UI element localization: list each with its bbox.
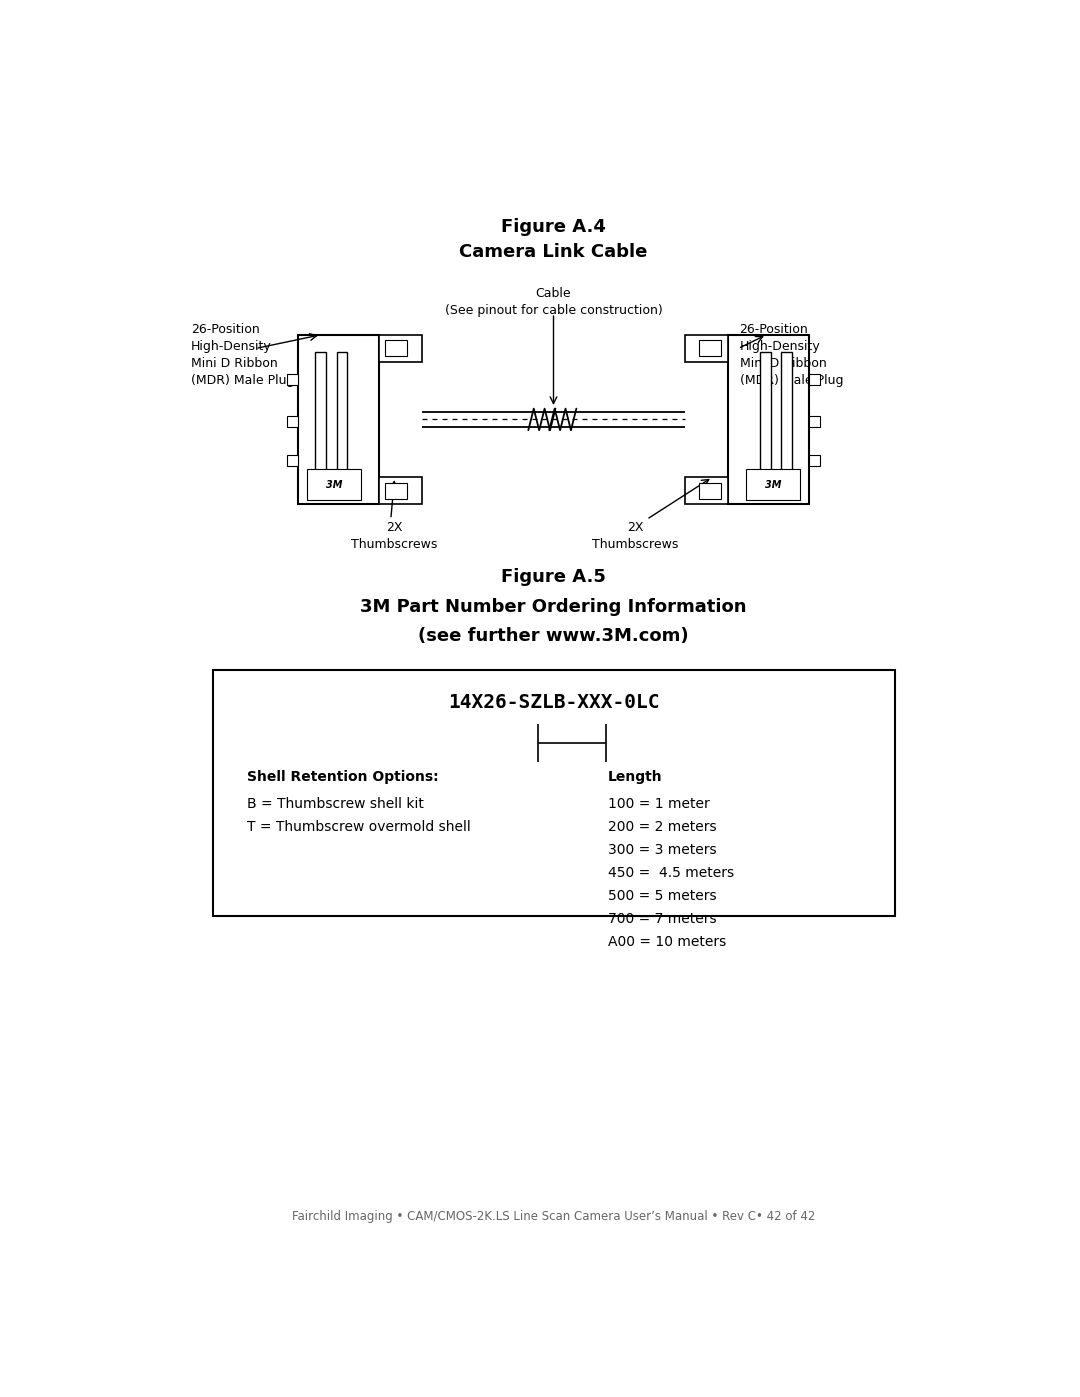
Bar (287, 416, 298, 427)
Bar (213, 669, 894, 916)
Bar (287, 374, 298, 384)
Text: 3M: 3M (765, 481, 781, 490)
Text: 700 = 7 meters: 700 = 7 meters (608, 912, 716, 926)
Text: 200 = 2 meters: 200 = 2 meters (608, 820, 716, 834)
Text: 500 = 5 meters: 500 = 5 meters (608, 888, 716, 902)
Bar (386, 339, 407, 356)
Text: Camera Link Cable: Camera Link Cable (459, 243, 648, 261)
Text: A00 = 10 meters: A00 = 10 meters (608, 936, 726, 950)
Bar (307, 469, 362, 500)
Bar (728, 335, 809, 504)
Text: 26-Position
High-Density
Mini D Ribbon
(MDR) Male Plug: 26-Position High-Density Mini D Ribbon (… (191, 323, 294, 387)
Bar (379, 478, 422, 504)
Text: Figure A.4: Figure A.4 (501, 218, 606, 236)
Bar (809, 416, 820, 427)
Bar (287, 455, 298, 465)
Bar (685, 335, 728, 362)
Bar (699, 339, 721, 356)
Bar (298, 335, 379, 504)
Text: Shell Retention Options:: Shell Retention Options: (247, 770, 438, 784)
Text: 3M Part Number Ordering Information: 3M Part Number Ordering Information (361, 598, 746, 616)
Text: 450 =  4.5 meters: 450 = 4.5 meters (608, 866, 734, 880)
Text: 2X
Thumbscrews: 2X Thumbscrews (592, 521, 678, 550)
Bar (379, 335, 422, 362)
Text: (see further www.3M.com): (see further www.3M.com) (418, 627, 689, 645)
Text: Cable
(See pinout for cable construction): Cable (See pinout for cable construction… (445, 286, 662, 317)
Bar (759, 352, 770, 488)
Text: 26-Position
High-Density
Mini D Ribbon
(MDR) Male Plug: 26-Position High-Density Mini D Ribbon (… (740, 323, 843, 387)
Bar (386, 482, 407, 499)
Bar (699, 482, 721, 499)
Text: B = Thumbscrew shell kit: B = Thumbscrew shell kit (247, 796, 424, 810)
Text: Length: Length (608, 770, 662, 784)
Bar (809, 374, 820, 384)
Text: Fairchild Imaging • CAM/CMOS-2K.LS Line Scan Camera User’s Manual • Rev C• 42 of: Fairchild Imaging • CAM/CMOS-2K.LS Line … (292, 1210, 815, 1222)
Bar (809, 455, 820, 465)
Text: 300 = 3 meters: 300 = 3 meters (608, 842, 716, 856)
Bar (781, 352, 793, 488)
Bar (685, 478, 728, 504)
Bar (314, 352, 326, 488)
Text: 3M: 3M (326, 481, 342, 490)
Bar (745, 469, 800, 500)
Text: Figure A.5: Figure A.5 (501, 569, 606, 587)
Text: 2X
Thumbscrews: 2X Thumbscrews (351, 521, 437, 550)
Text: T = Thumbscrew overmold shell: T = Thumbscrew overmold shell (247, 820, 471, 834)
Bar (337, 352, 348, 488)
Text: 100 = 1 meter: 100 = 1 meter (608, 796, 710, 810)
Text: 14X26-SZLB-XXX-0LC: 14X26-SZLB-XXX-0LC (448, 693, 659, 711)
